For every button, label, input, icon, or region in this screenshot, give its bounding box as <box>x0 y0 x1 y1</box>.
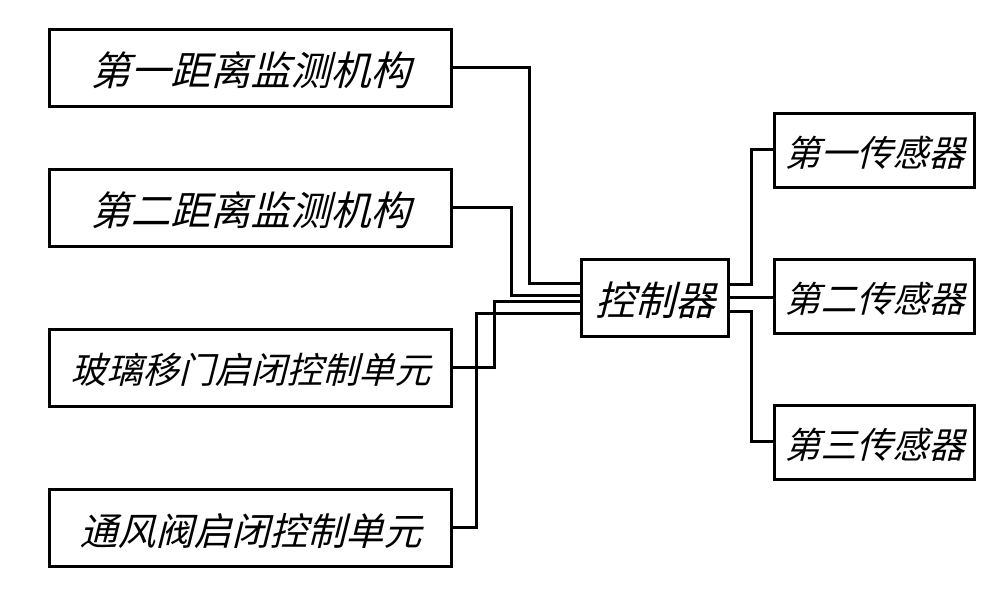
node-label: 第一距离监测机构 <box>91 39 411 97</box>
node-sensor-1: 第一传感器 <box>773 112 976 189</box>
node-label: 第二传感器 <box>784 271 964 323</box>
connector-line <box>528 66 531 284</box>
connector-line <box>730 283 753 286</box>
node-label: 第二距离监测机构 <box>91 179 411 237</box>
connector-line <box>453 206 513 209</box>
connector-line <box>750 148 753 283</box>
connector-line <box>750 440 773 443</box>
node-controller: 控制器 <box>580 258 730 338</box>
node-label: 控制器 <box>595 269 715 327</box>
connector-line <box>750 148 773 151</box>
connector-line <box>528 282 580 285</box>
connector-line <box>730 310 753 313</box>
node-distance-monitor-1: 第一距离监测机构 <box>48 28 453 108</box>
node-label: 第一传感器 <box>784 125 964 177</box>
node-glass-door-control: 玻璃移门启闭控制单元 <box>48 328 453 408</box>
connector-line <box>475 312 478 529</box>
node-distance-monitor-2: 第二距离监测机构 <box>48 168 453 248</box>
connector-line <box>493 300 496 369</box>
connector-line <box>453 66 531 69</box>
connector-line <box>493 300 580 303</box>
node-label: 玻璃移门启闭控制单元 <box>70 342 430 394</box>
connector-line <box>510 206 513 296</box>
node-sensor-2: 第二传感器 <box>773 258 976 335</box>
connector-line <box>475 312 580 315</box>
connector-line <box>730 296 773 299</box>
node-vent-valve-control: 通风阀启闭控制单元 <box>48 488 453 568</box>
node-label: 通风阀启闭控制单元 <box>79 501 421 556</box>
node-label: 第三传感器 <box>784 417 964 469</box>
connector-line <box>750 310 753 443</box>
connector-line <box>510 294 580 297</box>
node-sensor-3: 第三传感器 <box>773 404 976 481</box>
